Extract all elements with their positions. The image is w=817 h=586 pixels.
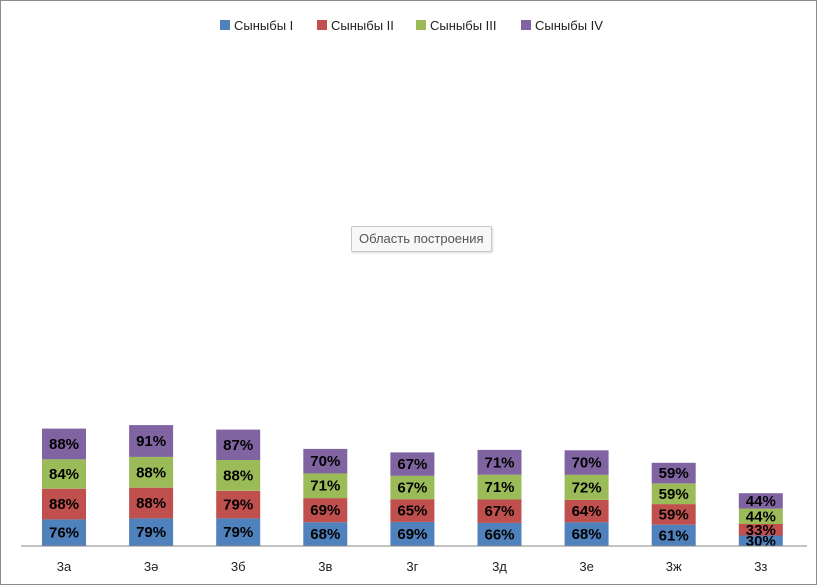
data-label-3а-series-1: 76% bbox=[49, 525, 79, 542]
data-label-3ж-series-1: 61% bbox=[659, 527, 689, 544]
bar-segment-3г-series-2[interactable] bbox=[390, 499, 435, 522]
x-tick-label: 3з bbox=[754, 559, 767, 574]
bar-segment-3д-series-4[interactable] bbox=[477, 449, 522, 475]
data-label-3б-series-2: 79% bbox=[223, 497, 253, 514]
data-label-3г-series-3: 67% bbox=[397, 480, 427, 497]
bar-segment-3д-series-3[interactable] bbox=[477, 474, 522, 500]
bar-segment-3д-series-1[interactable] bbox=[477, 522, 522, 546]
x-tick-label: 3д bbox=[492, 559, 507, 574]
bar-segment-3б-series-1[interactable] bbox=[216, 518, 261, 546]
bar-segment-3г-series-1[interactable] bbox=[390, 521, 435, 546]
data-label-3ә-series-4: 91% bbox=[136, 433, 166, 450]
bar-segment-3е-series-3[interactable] bbox=[564, 474, 609, 500]
bar-segment-3г-series-4[interactable] bbox=[390, 452, 435, 476]
data-label-3д-series-4: 71% bbox=[484, 454, 514, 471]
data-label-3з-series-2: 33% bbox=[746, 522, 776, 539]
data-label-3ә-series-2: 88% bbox=[136, 495, 166, 512]
data-label-3ә-series-1: 79% bbox=[136, 524, 166, 541]
bar-segment-3в-series-3[interactable] bbox=[303, 473, 348, 499]
bar-segment-3в-series-2[interactable] bbox=[303, 498, 348, 523]
data-label-3д-series-3: 71% bbox=[484, 479, 514, 496]
bar-segment-3з-series-1[interactable] bbox=[738, 535, 783, 547]
x-tick-label: 3г bbox=[406, 559, 418, 574]
x-tick-label: 3е bbox=[579, 559, 593, 574]
data-label-3в-series-4: 70% bbox=[310, 453, 340, 470]
x-tick-label: 3б bbox=[231, 559, 246, 574]
data-label-3ж-series-2: 59% bbox=[659, 506, 689, 523]
x-tick-label: 3в bbox=[318, 559, 332, 574]
plot-area-tooltip: Область построения bbox=[351, 226, 492, 252]
data-label-3е-series-3: 72% bbox=[572, 479, 602, 496]
data-label-3ж-series-3: 59% bbox=[659, 486, 689, 503]
bar-segment-3а-series-2[interactable] bbox=[42, 488, 86, 520]
data-label-3д-series-1: 66% bbox=[484, 527, 514, 544]
legend-label-series-2: Сыныбы II bbox=[331, 18, 394, 33]
bar-segment-3ә-series-4[interactable] bbox=[129, 425, 174, 457]
data-label-3в-series-3: 71% bbox=[310, 478, 340, 495]
data-label-3г-series-2: 65% bbox=[397, 503, 427, 520]
bar-segment-3ә-series-2[interactable] bbox=[129, 487, 174, 519]
data-label-3ә-series-3: 88% bbox=[136, 464, 166, 481]
bar-segment-3ж-series-1[interactable] bbox=[651, 524, 696, 546]
legend-label-series-1: Сыныбы I bbox=[234, 18, 293, 33]
bar-segment-3ә-series-3[interactable] bbox=[129, 456, 174, 488]
data-label-3д-series-2: 67% bbox=[484, 503, 514, 520]
bar-segment-3з-series-3[interactable] bbox=[738, 508, 783, 524]
data-label-3ж-series-4: 59% bbox=[659, 465, 689, 482]
data-label-3з-series-3: 44% bbox=[746, 508, 776, 525]
data-label-3б-series-4: 87% bbox=[223, 437, 253, 454]
bar-segment-3б-series-2[interactable] bbox=[216, 490, 261, 519]
data-label-3в-series-1: 68% bbox=[310, 526, 340, 543]
bar-segment-3б-series-3[interactable] bbox=[216, 460, 261, 491]
bar-segment-3ә-series-1[interactable] bbox=[129, 518, 174, 546]
x-tick-label: 3ж bbox=[666, 559, 682, 574]
legend-swatch-series-3 bbox=[416, 20, 426, 30]
legend-label-series-4: Сыныбы IV bbox=[535, 18, 603, 33]
bar-segment-3а-series-1[interactable] bbox=[42, 519, 86, 546]
data-label-3в-series-2: 69% bbox=[310, 502, 340, 519]
legend-swatch-series-2 bbox=[317, 20, 327, 30]
bar-segment-3ж-series-4[interactable] bbox=[651, 462, 696, 484]
bar-segment-3б-series-4[interactable] bbox=[216, 429, 261, 460]
bar-segment-3ж-series-2[interactable] bbox=[651, 504, 696, 525]
plot-bars bbox=[42, 425, 783, 546]
data-label-3г-series-1: 69% bbox=[397, 526, 427, 543]
legend-label-series-3: Сыныбы III bbox=[430, 18, 497, 33]
data-label-3г-series-4: 67% bbox=[397, 456, 427, 473]
bar-segment-3а-series-4[interactable] bbox=[42, 428, 86, 460]
x-axis-ticks: 3а 3ә 3б 3в 3г 3д 3е 3ж 3з bbox=[57, 559, 768, 574]
data-label-3е-series-4: 70% bbox=[572, 455, 602, 472]
legend-swatch-series-1 bbox=[220, 20, 230, 30]
x-tick-label: 3а bbox=[57, 559, 72, 574]
bar-segment-3з-series-2[interactable] bbox=[738, 524, 783, 536]
data-label-3е-series-2: 64% bbox=[572, 503, 602, 520]
bar-segment-3е-series-1[interactable] bbox=[564, 522, 609, 546]
data-label-3б-series-1: 79% bbox=[223, 524, 253, 541]
bar-segment-3в-series-1[interactable] bbox=[303, 522, 348, 546]
data-label-3а-series-4: 88% bbox=[49, 436, 79, 453]
data-label-3а-series-3: 84% bbox=[49, 466, 79, 483]
data-label-3б-series-3: 88% bbox=[223, 467, 253, 484]
x-tick-label: 3ә bbox=[144, 559, 158, 574]
legend-swatch-series-4 bbox=[521, 20, 531, 30]
bar-segment-3а-series-3[interactable] bbox=[42, 459, 86, 489]
bar-segment-3з-series-4[interactable] bbox=[738, 493, 783, 509]
bar-segment-3г-series-3[interactable] bbox=[390, 475, 435, 500]
bar-segment-3д-series-2[interactable] bbox=[477, 499, 522, 523]
bar-segment-3е-series-2[interactable] bbox=[564, 499, 609, 523]
bar-segment-3ж-series-3[interactable] bbox=[651, 483, 696, 505]
data-label-3е-series-1: 68% bbox=[572, 526, 602, 543]
data-label-3а-series-2: 88% bbox=[49, 496, 79, 513]
bar-segment-3е-series-4[interactable] bbox=[564, 450, 609, 475]
data-label-3з-series-4: 44% bbox=[746, 493, 776, 510]
bar-segment-3в-series-4[interactable] bbox=[303, 448, 348, 474]
legend: Сыныбы I Сыныбы II Сыныбы III Сыныбы IV bbox=[220, 18, 603, 33]
